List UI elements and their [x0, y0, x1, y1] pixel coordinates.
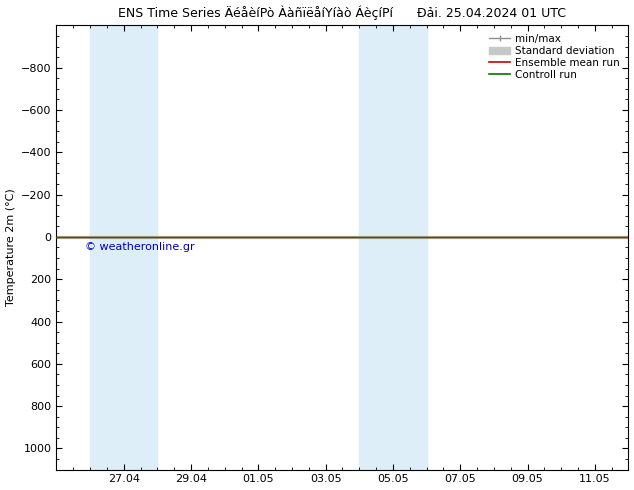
Bar [90, 25, 157, 469]
Legend: min/max, Standard deviation, Ensemble mean run, Controll run: min/max, Standard deviation, Ensemble me… [486, 30, 623, 83]
Title: ENS Time Series ÄéåèíPò ÀàñïëåíYíàò ÁèçíPí      Đải. 25.04.2024 01 UTC: ENS Time Series ÄéåèíPò ÀàñïëåíYíàò Áèçí… [119, 5, 566, 20]
Y-axis label: Temperature 2m (°C): Temperature 2m (°C) [6, 189, 16, 306]
Text: © weatheronline.gr: © weatheronline.gr [85, 243, 195, 252]
Bar [359, 25, 427, 469]
